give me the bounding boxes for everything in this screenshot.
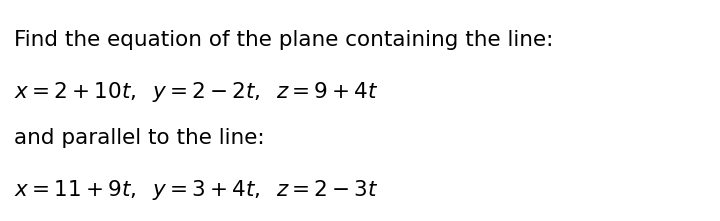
- Text: Find the equation of the plane containing the line:: Find the equation of the plane containin…: [14, 30, 554, 50]
- Text: $x = 2 + 10t,\;\; y = 2 - 2t,\;\; z = 9 + 4t$: $x = 2 + 10t,\;\; y = 2 - 2t,\;\; z = 9 …: [14, 80, 379, 104]
- Text: and parallel to the line:: and parallel to the line:: [14, 128, 265, 148]
- Text: $x = 11 + 9t,\;\; y = 3 + 4t,\;\; z = 2 - 3t$: $x = 11 + 9t,\;\; y = 3 + 4t,\;\; z = 2 …: [14, 178, 379, 202]
